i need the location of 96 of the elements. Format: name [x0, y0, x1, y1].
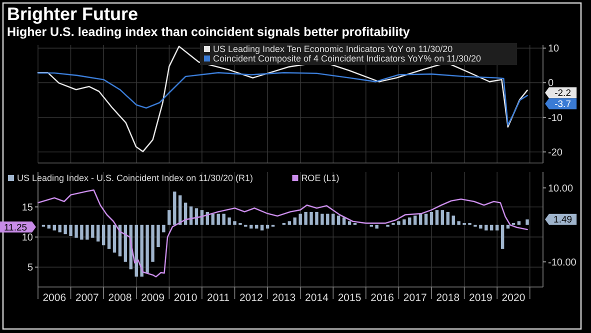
x-tick-label: 2011 [207, 292, 230, 304]
x-tick-label: 2008 [108, 292, 132, 304]
bar [91, 224, 94, 238]
bar [337, 216, 340, 225]
legend-label: US Leading Index Ten Economic Indicators YoY on 11/30/20 [213, 44, 453, 54]
x-tick-label: 2014 [305, 292, 329, 304]
bar [424, 214, 428, 225]
y-tick-label: 10 [548, 44, 560, 55]
text: 11.25 [4, 222, 28, 234]
x-tick-label: 2020 [502, 292, 526, 304]
line-series [37, 46, 528, 152]
x-tick-label: 2007 [76, 292, 100, 304]
bar [418, 214, 422, 225]
line-series [37, 189, 528, 278]
chart-title: Brighter Future [7, 4, 138, 24]
x-tick-label: 2013 [272, 292, 296, 304]
bar [233, 221, 236, 225]
bar [298, 214, 302, 225]
bar [162, 224, 166, 232]
bar [156, 224, 160, 248]
bar [479, 224, 482, 229]
bar [402, 219, 406, 225]
bar [96, 224, 100, 242]
bar [457, 221, 460, 225]
bar [228, 217, 231, 225]
legend-label: ROE (L1) [301, 173, 340, 184]
bar [211, 214, 214, 225]
bar [102, 224, 106, 246]
bar [288, 221, 292, 225]
x-tick-label: 2012 [239, 292, 263, 304]
bar [397, 221, 400, 225]
x-tick-label: 2006 [42, 292, 66, 304]
line-series [37, 72, 528, 126]
chart-subtitle: Higher U.S. leading index than coincident signals better profitability [7, 25, 410, 39]
bar [500, 224, 504, 249]
x-tick-label: 2015 [338, 292, 362, 304]
bar [526, 219, 529, 225]
x-tick-label: 2019 [469, 292, 493, 304]
bar [151, 224, 154, 262]
bar [168, 210, 171, 225]
bar [446, 212, 450, 225]
bar [408, 217, 412, 225]
bar [435, 210, 439, 225]
bar [490, 224, 494, 230]
bar [216, 214, 220, 225]
bar [107, 224, 111, 249]
bar [326, 214, 330, 225]
bar [293, 217, 296, 225]
x-tick-label: 2010 [174, 292, 198, 304]
y2-tick-label: -10.00 [548, 257, 577, 268]
bar [310, 212, 313, 225]
bar [440, 210, 444, 225]
bar [58, 224, 62, 232]
bar [112, 224, 116, 253]
bar [414, 216, 417, 225]
bar [52, 224, 56, 230]
bar [86, 224, 89, 240]
text: -2.2 [554, 88, 571, 100]
text: 1.49 [554, 214, 572, 226]
bar [452, 216, 455, 225]
bar [173, 192, 176, 225]
y-tick-label: 10 [22, 232, 34, 244]
bar [495, 224, 499, 230]
bar [320, 214, 324, 225]
bar [348, 221, 352, 225]
y-tick-label: 0 [548, 78, 554, 90]
bar [315, 212, 318, 225]
bar [80, 224, 84, 240]
legend-label: Coincident Composite of 4 Coincident Indicators YoY% on 11/30/20 [213, 54, 482, 64]
y-tick-label: 15 [22, 202, 34, 214]
bar [124, 224, 128, 262]
x-tick-label: 2009 [141, 292, 165, 304]
x-tick-label: 2017 [403, 292, 427, 304]
bar [375, 224, 378, 229]
bar [332, 214, 335, 225]
bar [430, 212, 434, 225]
y-tick-label: 5 [27, 262, 34, 274]
legend-label: US Leading Index - U.S. Coincident Index on 11/30/20 (R1) [17, 173, 253, 184]
bar [222, 214, 226, 225]
x-tick-label: 2016 [370, 292, 394, 304]
y2-tick-label: 10.00 [548, 183, 574, 194]
x-tick-label: 2018 [436, 292, 460, 304]
bar [304, 212, 308, 225]
bar [134, 224, 138, 277]
bar [260, 224, 264, 230]
bar [74, 224, 78, 238]
bar [342, 217, 346, 225]
bar [69, 224, 72, 236]
bar [64, 224, 67, 234]
y-tick-label: -10 [548, 112, 563, 124]
y-tick-label: -20 [548, 147, 563, 158]
text: -3.7 [554, 99, 571, 110]
bar [484, 224, 488, 230]
bar [146, 224, 149, 273]
bar [517, 221, 521, 225]
bar [184, 202, 188, 225]
